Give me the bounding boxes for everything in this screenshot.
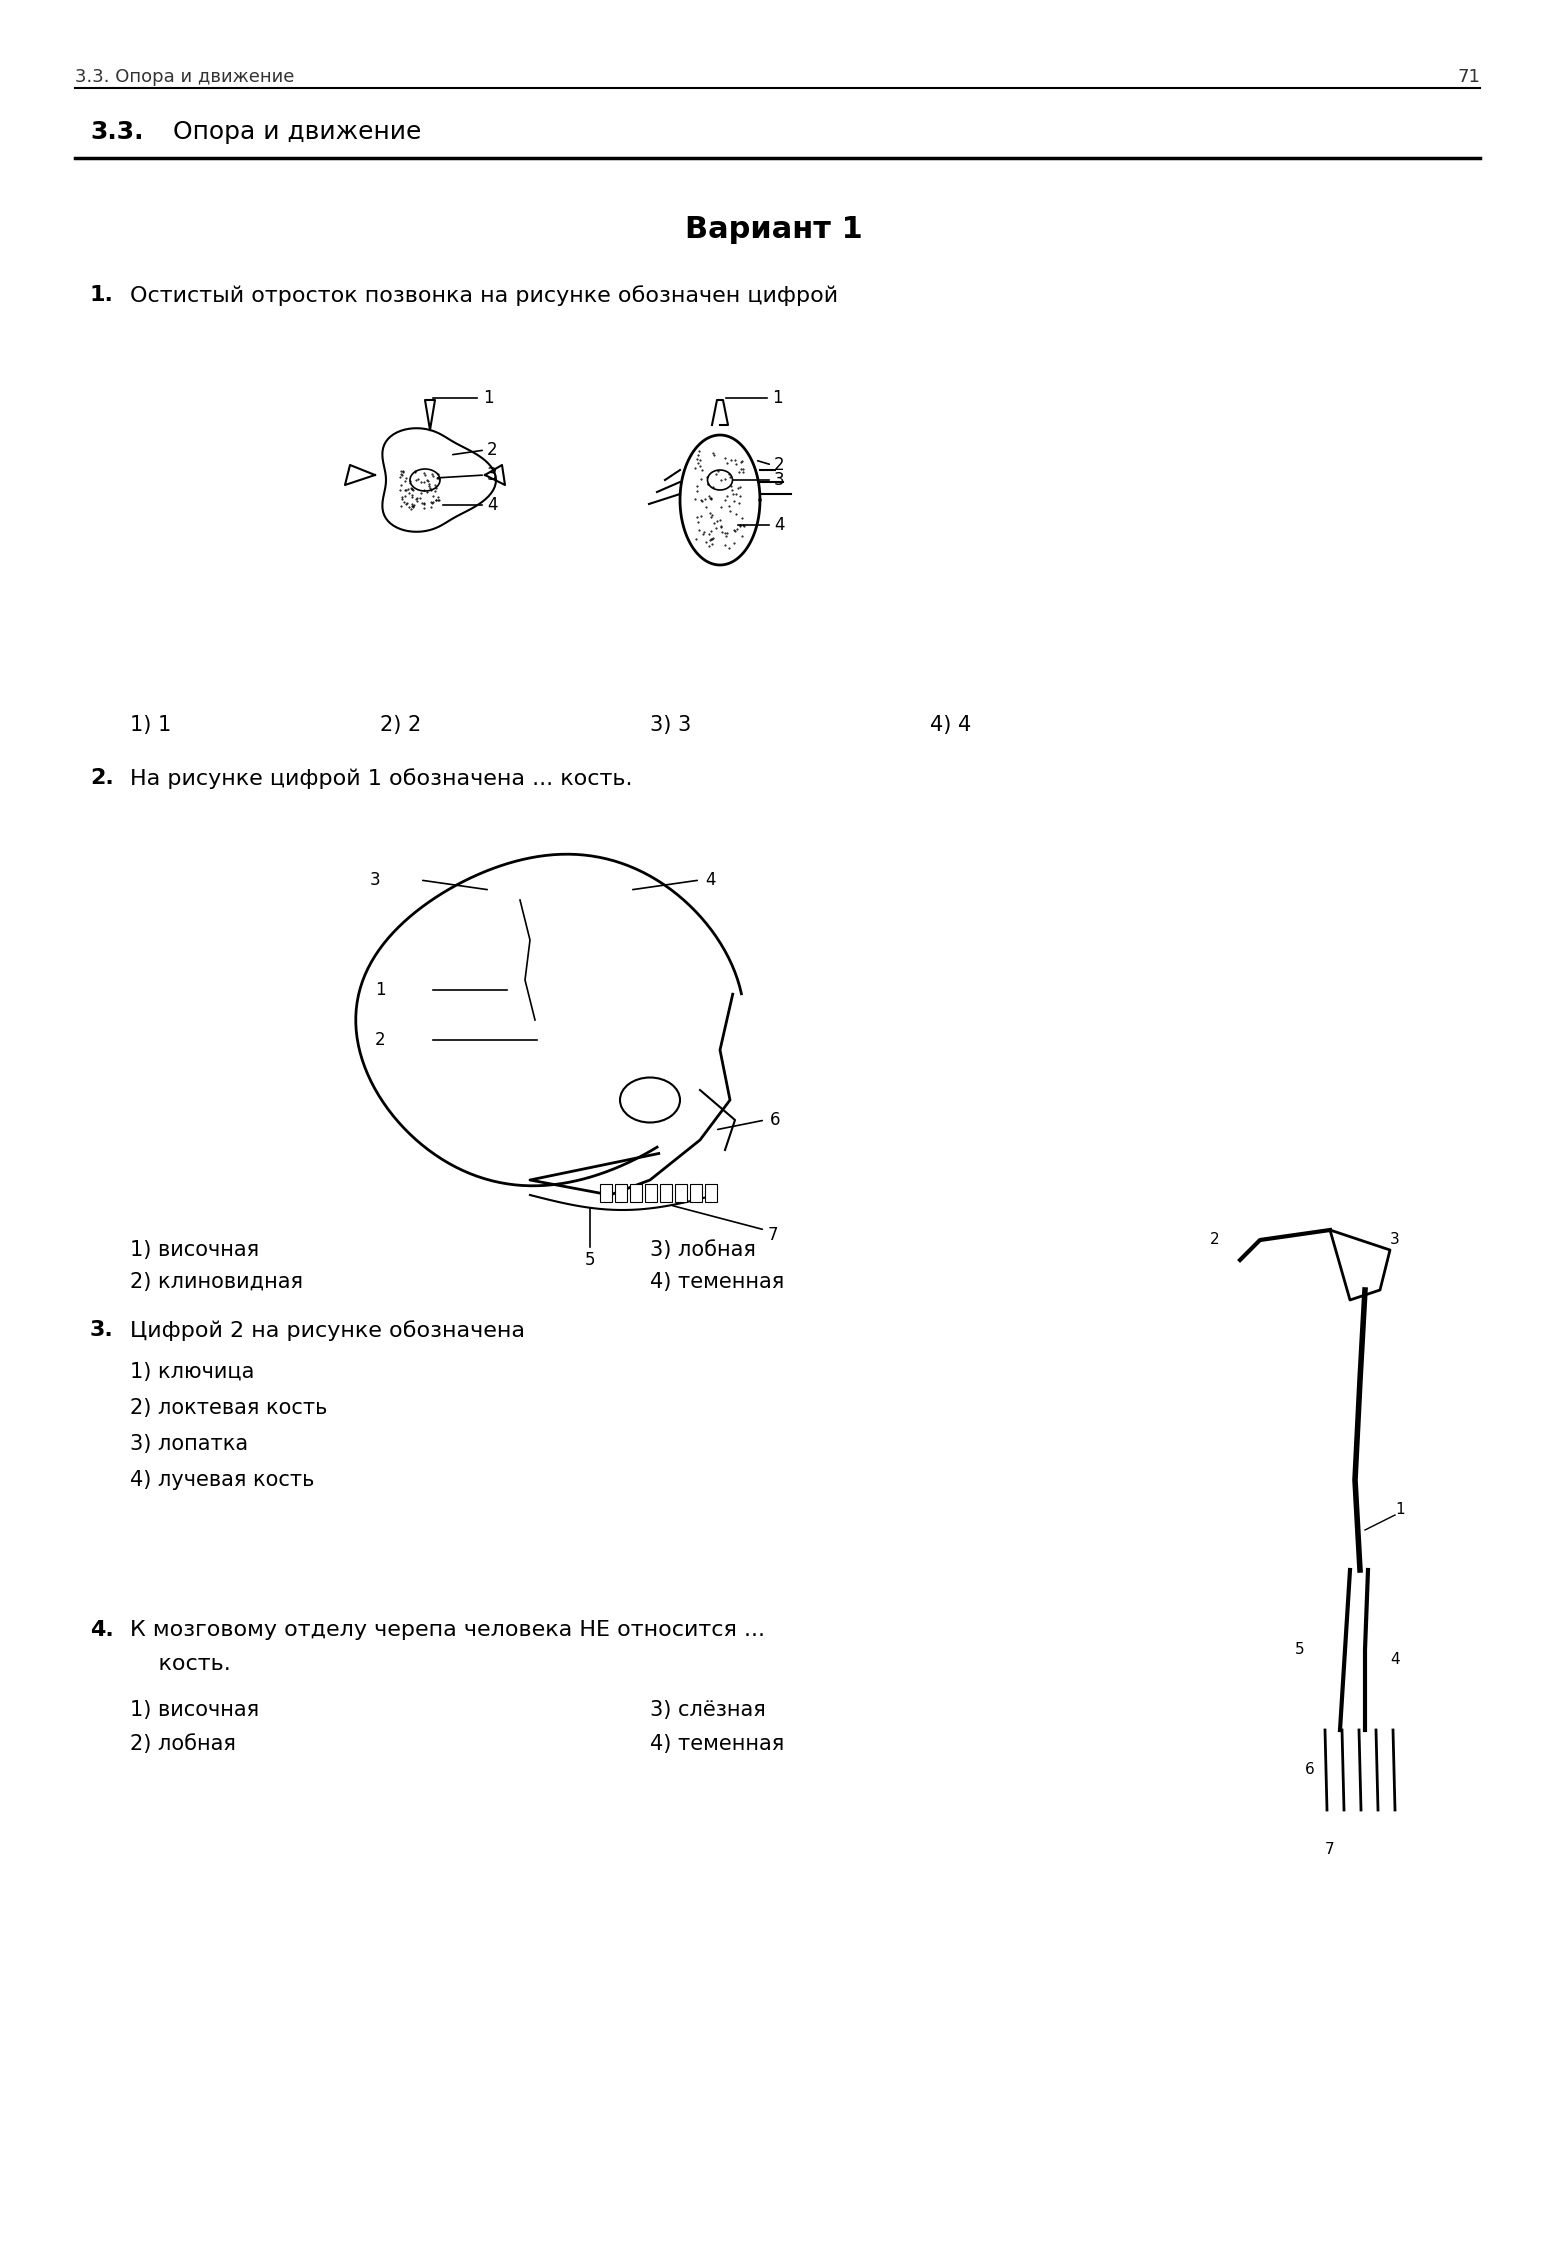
Polygon shape — [680, 435, 760, 565]
Polygon shape — [485, 465, 505, 485]
FancyBboxPatch shape — [644, 1184, 658, 1202]
Text: 4) теменная: 4) теменная — [650, 1272, 785, 1293]
Text: 3) лобная: 3) лобная — [650, 1241, 755, 1261]
Text: 2.: 2. — [90, 769, 113, 787]
Text: 4: 4 — [1390, 1653, 1399, 1667]
Text: 5: 5 — [1296, 1642, 1305, 1658]
Text: 1.: 1. — [90, 286, 115, 304]
Ellipse shape — [707, 469, 732, 490]
Text: 6: 6 — [1305, 1762, 1314, 1778]
Text: К мозговому отделу черепа человека НЕ относится ...: К мозговому отделу черепа человека НЕ от… — [130, 1619, 765, 1640]
Text: 3: 3 — [488, 465, 497, 483]
Text: 5: 5 — [585, 1252, 596, 1270]
Polygon shape — [712, 399, 728, 424]
Text: 3: 3 — [1390, 1232, 1399, 1247]
Text: 1: 1 — [375, 982, 385, 998]
Polygon shape — [382, 429, 495, 531]
Text: 3.3.: 3.3. — [90, 120, 144, 143]
Polygon shape — [345, 465, 375, 485]
Text: 2) клиновидная: 2) клиновидная — [130, 1272, 303, 1293]
Text: 2: 2 — [774, 456, 785, 474]
FancyBboxPatch shape — [615, 1184, 627, 1202]
FancyBboxPatch shape — [659, 1184, 672, 1202]
Text: 4) 4: 4) 4 — [930, 714, 971, 735]
Text: Опора и движение: Опора и движение — [166, 120, 421, 143]
Text: 1: 1 — [1395, 1501, 1406, 1517]
FancyBboxPatch shape — [690, 1184, 703, 1202]
Text: На рисунке цифрой 1 обозначена ... кость.: На рисунке цифрой 1 обозначена ... кость… — [130, 769, 633, 789]
Text: 1) 1: 1) 1 — [130, 714, 172, 735]
Text: 2) локтевая кость: 2) локтевая кость — [130, 1397, 327, 1418]
Text: 6: 6 — [769, 1111, 780, 1129]
FancyBboxPatch shape — [704, 1184, 717, 1202]
Text: Цифрой 2 на рисунке обозначена: Цифрой 2 на рисунке обозначена — [130, 1320, 525, 1340]
FancyBboxPatch shape — [630, 1184, 642, 1202]
FancyBboxPatch shape — [599, 1184, 613, 1202]
Text: 4.: 4. — [90, 1619, 113, 1640]
Text: 2: 2 — [1211, 1232, 1220, 1247]
Ellipse shape — [410, 469, 440, 490]
Text: 3) лопатка: 3) лопатка — [130, 1433, 248, 1454]
Polygon shape — [426, 399, 435, 431]
Text: 3) слёзная: 3) слёзная — [650, 1701, 766, 1719]
FancyBboxPatch shape — [675, 1184, 687, 1202]
Text: 1) височная: 1) височная — [130, 1701, 259, 1719]
Text: 3.3. Опора и движение: 3.3. Опора и движение — [74, 68, 294, 86]
Text: 3: 3 — [774, 472, 785, 490]
Text: 1) ключица: 1) ключица — [130, 1363, 254, 1381]
Text: 71: 71 — [1457, 68, 1480, 86]
Text: 7: 7 — [768, 1227, 779, 1245]
Text: 1: 1 — [483, 390, 494, 406]
Text: 4: 4 — [704, 871, 715, 889]
Text: 4: 4 — [488, 497, 497, 515]
Text: 7: 7 — [1325, 1842, 1334, 1857]
Text: 1: 1 — [772, 390, 783, 406]
Text: 4) теменная: 4) теменная — [650, 1735, 785, 1753]
Text: 3: 3 — [370, 871, 381, 889]
Text: 2: 2 — [488, 440, 497, 458]
Text: 4) лучевая кость: 4) лучевая кость — [130, 1470, 314, 1490]
Text: 2: 2 — [375, 1032, 385, 1050]
Text: кость.: кость. — [130, 1653, 231, 1674]
Text: Остистый отросток позвонка на рисунке обозначен цифрой: Остистый отросток позвонка на рисунке об… — [130, 286, 837, 306]
Text: 4: 4 — [774, 517, 785, 533]
Text: 2) 2: 2) 2 — [379, 714, 421, 735]
Text: 3.: 3. — [90, 1320, 113, 1340]
Text: 2) лобная: 2) лобная — [130, 1735, 235, 1753]
Text: 3) 3: 3) 3 — [650, 714, 692, 735]
Text: 1) височная: 1) височная — [130, 1241, 259, 1261]
Text: Вариант 1: Вариант 1 — [686, 215, 862, 245]
